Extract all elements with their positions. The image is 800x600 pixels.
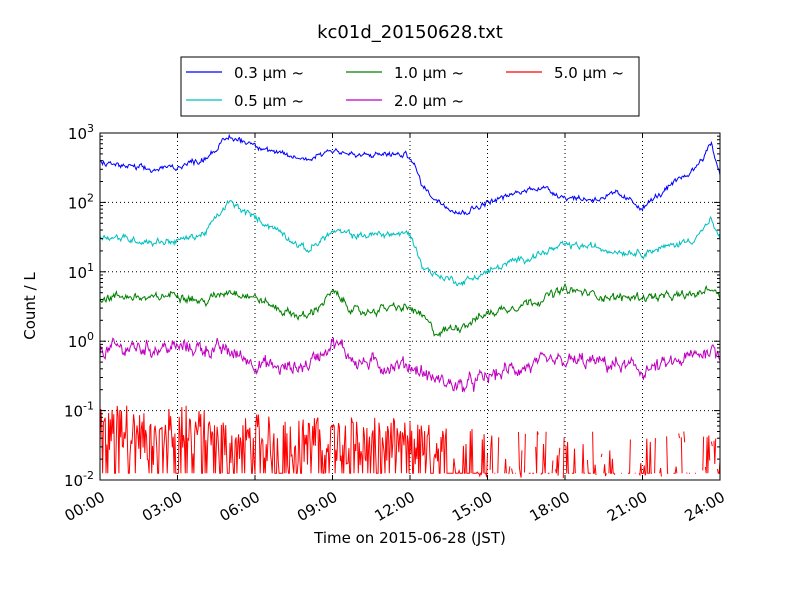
legend-label: 2.0 μm ~ — [394, 92, 464, 110]
y-tick-base: 10 — [68, 125, 87, 143]
y-tick-label: 101 — [68, 261, 94, 282]
y-tick-base: 10 — [64, 472, 83, 490]
legend-label: 0.3 μm ~ — [234, 64, 304, 82]
y-tick-base: 10 — [68, 264, 87, 282]
y-tick-label: 10-1 — [64, 400, 94, 421]
series-line-50 — [100, 405, 720, 479]
x-axis-label: Time on 2015-06-28 (JST) — [313, 529, 506, 547]
y-tick-label: 10-2 — [64, 469, 94, 490]
grid — [100, 133, 720, 480]
chart-title: kc01d_20150628.txt — [317, 22, 503, 43]
y-tick-exp: -1 — [83, 400, 94, 413]
y-tick-base: 10 — [68, 194, 87, 212]
y-tick-base: 10 — [68, 333, 87, 351]
legend-frame — [180, 56, 640, 117]
y-tick-exp: 1 — [87, 261, 94, 274]
y-tick-label: 100 — [68, 330, 94, 351]
y-tick-exp: 3 — [87, 122, 94, 135]
series-layer — [100, 133, 720, 479]
series-line-03 — [100, 133, 720, 216]
y-tick-label: 102 — [68, 191, 94, 212]
legend-label: 1.0 μm ~ — [394, 64, 464, 82]
y-tick-base: 10 — [64, 403, 83, 421]
legend-label: 0.5 μm ~ — [234, 92, 304, 110]
y-tick-exp: 0 — [87, 330, 94, 343]
y-axis-label: Count / L — [21, 272, 39, 340]
y-tick-exp: -2 — [83, 469, 94, 482]
legend: 0.3 μm ~ 1.0 μm ~ 5.0 μm ~ 0.5 μm ~ 2.0 μm ~ — [180, 56, 640, 117]
series-line-05 — [100, 199, 720, 287]
series-line-20 — [100, 337, 720, 393]
y-tick-label: 103 — [68, 122, 94, 143]
y-tick-exp: 2 — [87, 191, 94, 204]
series-line-10 — [100, 282, 720, 338]
legend-label: 5.0 μm ~ — [554, 64, 624, 82]
